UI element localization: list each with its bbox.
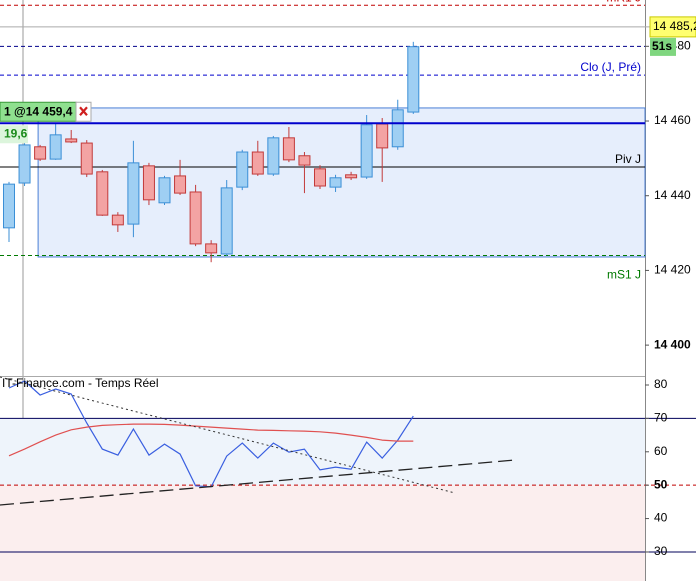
last-price-label: 14 485,2: [653, 19, 696, 33]
candle-body: [236, 151, 249, 188]
order-pnl: 19,6: [4, 126, 28, 140]
order-label: 1 @14 459,4: [4, 104, 73, 118]
candle-body: [407, 46, 420, 113]
candle-body: [314, 168, 326, 187]
zone: [0, 485, 645, 581]
y-tick-label: 40: [654, 511, 668, 525]
y-tick-label: 70: [654, 411, 668, 425]
panel-title: IT-Finance.com - Temps Réel: [2, 376, 159, 390]
last-price-box: [649, 16, 696, 38]
y-tick-label: 60: [654, 444, 668, 458]
trend-line: [0, 459, 516, 506]
y-tick-label: 14 440: [654, 188, 691, 202]
candle-body: [345, 174, 358, 179]
candle-body: [65, 138, 78, 143]
candle-body: [220, 187, 233, 255]
candle-body: [142, 165, 155, 201]
candle-body: [96, 171, 109, 216]
level-label: mS1 J: [607, 268, 641, 282]
y-tick-label: 30: [654, 544, 668, 558]
level-label: Piv J: [615, 152, 641, 166]
candle-body: [391, 109, 404, 148]
candle-body: [205, 243, 218, 254]
candle-body: [267, 137, 280, 175]
countdown: 51s: [652, 39, 672, 53]
candle-body: [3, 183, 15, 229]
zone: [0, 418, 645, 486]
candle-body: [127, 162, 140, 225]
y-tick-label: 14 420: [654, 263, 691, 277]
y-tick-label: 50: [654, 477, 668, 491]
y-tick-label: 14 400: [654, 337, 691, 351]
candle-body: [49, 134, 62, 160]
order-close-icon: [79, 106, 88, 116]
candle-body: [298, 155, 311, 166]
candle-body: [111, 214, 124, 226]
candle-body: [251, 151, 264, 175]
candle-body: [158, 177, 171, 204]
y-tick-label: 14 460: [654, 113, 691, 127]
trend-line: [0, 376, 456, 494]
y-tick-label: 80: [654, 377, 668, 391]
candle-body: [80, 142, 93, 175]
countdown-box: [650, 37, 676, 56]
indicator-line: [8, 423, 414, 457]
level-label: mR1 J: [606, 0, 641, 4]
candle-body: [18, 144, 31, 184]
candle-body: [174, 175, 187, 194]
candle-body: [34, 146, 47, 160]
candle-body: [282, 137, 295, 161]
level-label: Clo (J, Pré): [580, 60, 641, 74]
candle-body: [189, 191, 202, 245]
candle-body: [376, 123, 389, 149]
candle-body: [329, 177, 342, 188]
order-pnl-box: [0, 125, 28, 144]
candle-body: [360, 124, 373, 178]
